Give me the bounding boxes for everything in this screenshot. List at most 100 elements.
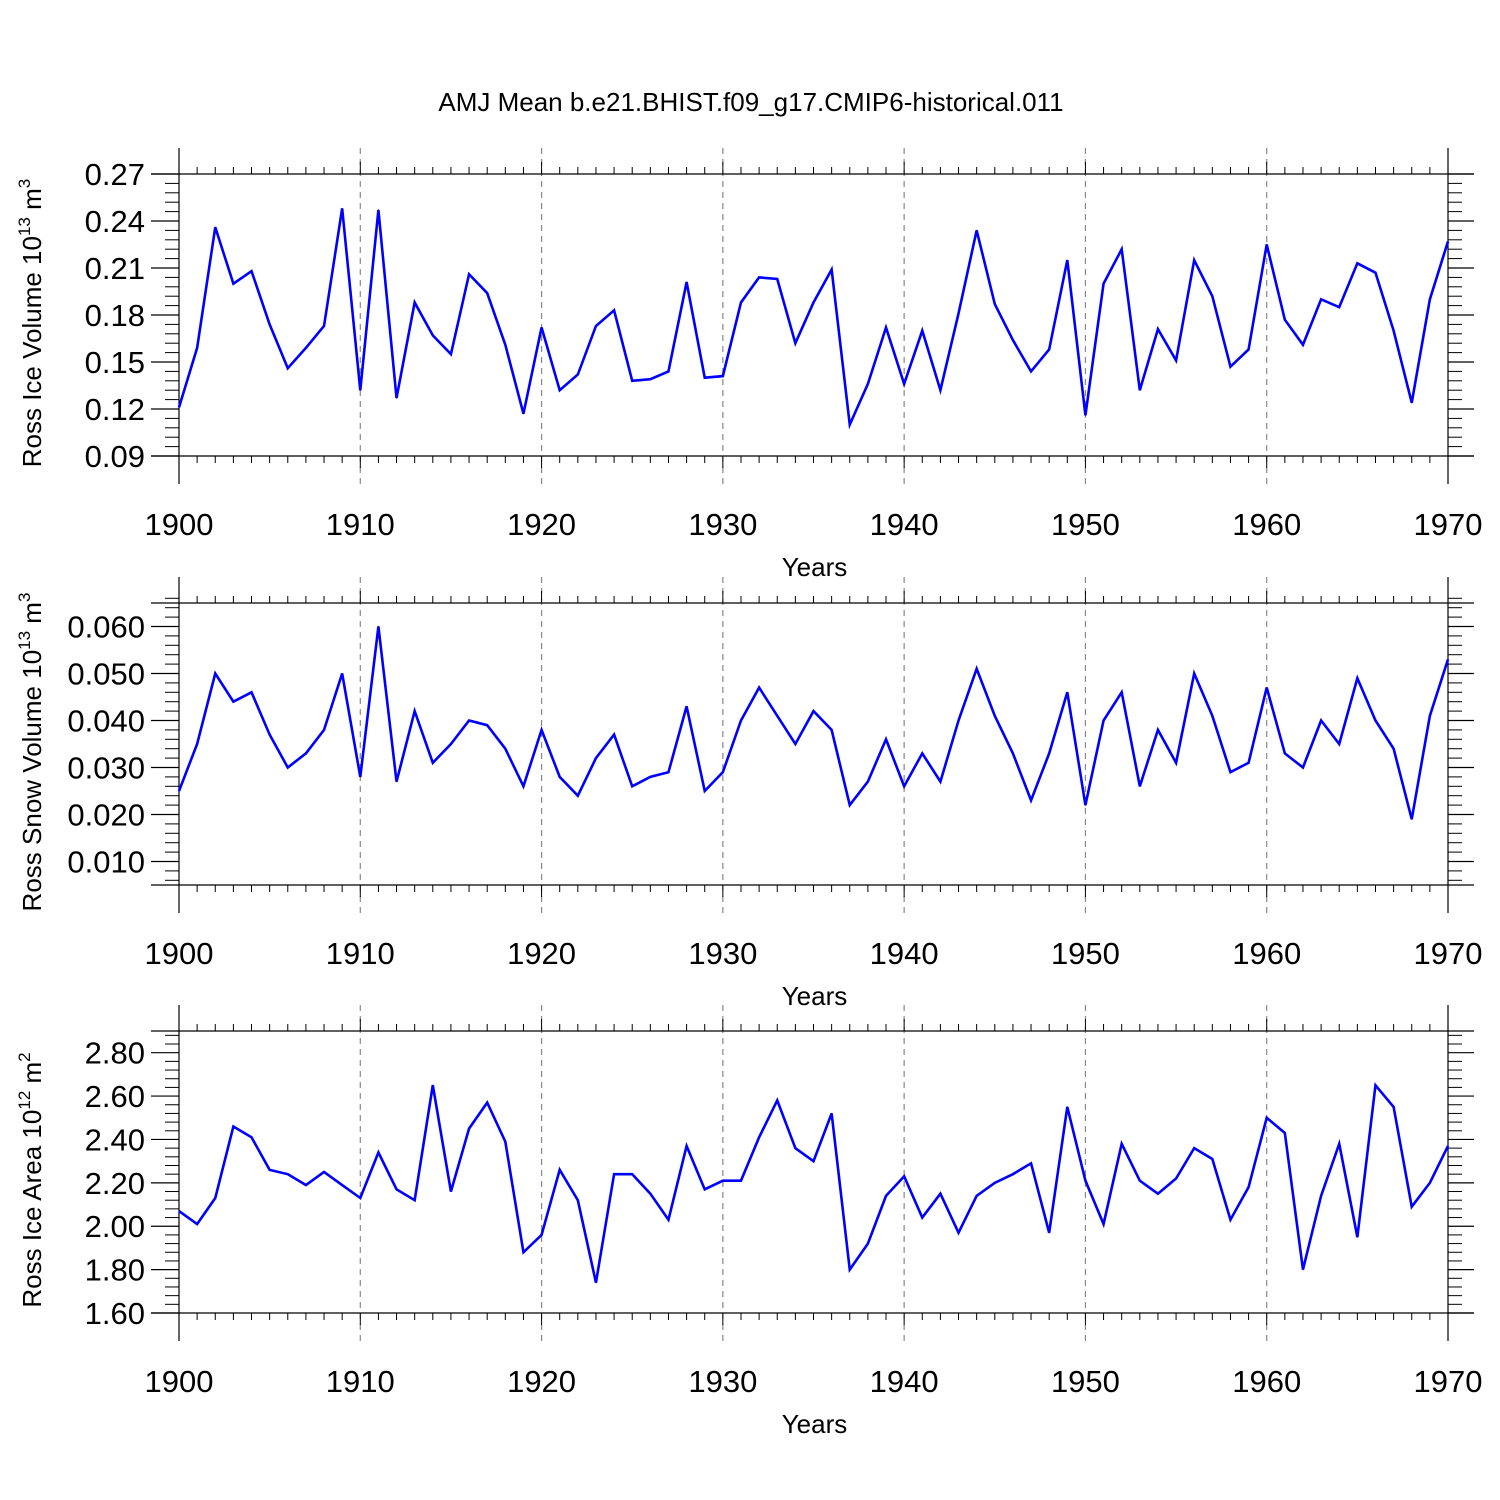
data-point (414, 301, 416, 304)
data-point (432, 762, 434, 764)
x-tick-label: 1950 (1051, 1364, 1120, 1399)
data-point (1356, 1236, 1358, 1238)
data-point (414, 1199, 416, 1201)
data-point (1247, 762, 1250, 764)
y-tick-label: 0.010 (67, 845, 145, 880)
data-point (1338, 306, 1340, 308)
data-point (1338, 743, 1340, 745)
data-point (486, 1101, 488, 1104)
data-point (323, 1171, 325, 1173)
data-point (1229, 771, 1232, 773)
data-point (250, 691, 253, 693)
data-point (976, 229, 978, 231)
data-point (1247, 1186, 1250, 1188)
y-axis-label-text: Ross Ice Volume 10 (17, 236, 47, 467)
data-point (341, 207, 343, 210)
data-point (631, 1173, 633, 1175)
data-point (196, 743, 198, 745)
data-point (196, 347, 198, 349)
data-point (758, 687, 760, 689)
data-point (1030, 1162, 1032, 1164)
data-point (577, 1199, 579, 1201)
data-point (395, 397, 398, 399)
data-point (178, 406, 180, 409)
figure-title: AMJ Mean b.e21.BHIST.f09_g17.CMIP6-histo… (438, 87, 1063, 117)
y-tick-label: 2.60 (85, 1079, 145, 1114)
y-axis-label-superscript: 12 (15, 1091, 34, 1110)
x-axis-label: Years (782, 981, 848, 1011)
data-point (1320, 1195, 1322, 1197)
data-point (1284, 752, 1286, 755)
data-point (885, 738, 887, 740)
data-point (1302, 1269, 1304, 1271)
data-point (903, 1175, 905, 1177)
data-point (504, 344, 506, 346)
x-tick-label: 1900 (145, 1364, 214, 1399)
data-point (921, 330, 923, 332)
series-line-snow-volume (177, 626, 1450, 820)
x-tick-label: 1920 (507, 936, 576, 971)
data-point (1447, 1145, 1449, 1147)
y-tick-label: 0.27 (85, 157, 145, 192)
y-axis-label-text: m (17, 1062, 47, 1091)
y-tick-label: 0.21 (85, 251, 145, 286)
data-point (341, 672, 343, 675)
y-axis-label-text: m (17, 602, 47, 631)
data-point (867, 383, 869, 385)
data-point (613, 309, 615, 311)
data-point (432, 1084, 434, 1086)
data-point (1121, 1143, 1123, 1145)
data-point (1084, 1180, 1087, 1182)
data-point (595, 757, 597, 759)
data-point (269, 734, 271, 736)
data-point (831, 1112, 833, 1115)
data-point (722, 771, 724, 773)
data-point (1084, 804, 1087, 806)
data-point (686, 705, 688, 708)
data-point (1193, 259, 1195, 261)
data-point (1411, 818, 1413, 820)
y-tick-label: 0.050 (67, 657, 145, 692)
data-point (1066, 1106, 1068, 1108)
data-point (486, 724, 488, 726)
data-point (1284, 319, 1286, 321)
y-axis-label-superscript: 3 (15, 593, 34, 602)
x-tick-label: 1950 (1051, 936, 1120, 971)
x-tick-label: 1940 (870, 936, 939, 971)
data-point (1320, 298, 1322, 300)
data-point (812, 301, 815, 304)
data-point (921, 752, 923, 755)
data-point (649, 378, 651, 380)
data-point (522, 413, 525, 415)
data-point (849, 424, 851, 426)
data-point (468, 1128, 470, 1130)
data-point (849, 804, 851, 806)
data-point (1302, 766, 1304, 769)
data-point (776, 715, 778, 717)
data-point (921, 1216, 923, 1219)
data-point (1012, 752, 1014, 755)
data-point (359, 776, 361, 778)
data-point (395, 1188, 398, 1190)
data-point (269, 323, 271, 325)
y-axis-label-superscript: 13 (15, 217, 34, 236)
data-point (649, 776, 651, 778)
data-point (1429, 1182, 1431, 1184)
data-point (740, 719, 742, 722)
y-axis-label: Ross Ice Area 1012 m2 (15, 1052, 47, 1307)
data-point (704, 377, 706, 379)
data-point (1030, 370, 1032, 372)
data-point (667, 1219, 670, 1221)
data-point (831, 268, 833, 271)
data-point (1211, 295, 1213, 297)
data-point (250, 1136, 253, 1138)
data-point (667, 370, 670, 372)
data-point (504, 1141, 506, 1143)
data-point (758, 1136, 760, 1138)
data-point (1374, 719, 1377, 722)
data-point (269, 1169, 271, 1171)
y-tick-label: 0.12 (85, 392, 145, 427)
data-point (214, 226, 216, 228)
data-point (994, 303, 996, 305)
